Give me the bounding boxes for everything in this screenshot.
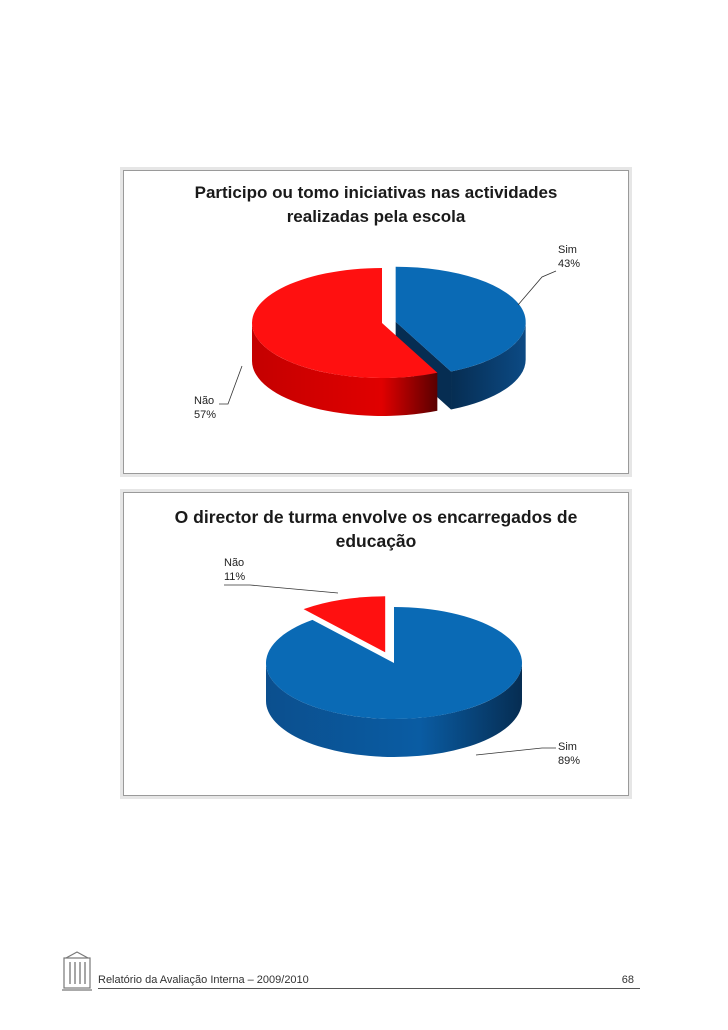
chart-title-line-2: educação	[335, 531, 417, 551]
leader-line-nao	[224, 584, 339, 594]
pie-slice-sim	[266, 607, 523, 757]
chart-title-line-1: O director de turma envolve os encarrega…	[174, 507, 578, 527]
chart-title: Participo ou tomo iniciativas nas activi…	[144, 181, 608, 229]
page-footer: Relatório da Avaliação Interna – 2009/20…	[60, 950, 640, 994]
slice-side-nao	[252, 323, 438, 416]
data-value-sim: 89%	[558, 755, 580, 767]
pie-chart-svg: Sim 89% Não 11%	[224, 557, 580, 767]
footer-report-title: Relatório da Avaliação Interna – 2009/20…	[98, 974, 309, 986]
data-label-nao: Não	[194, 395, 214, 407]
leader-line-nao	[219, 365, 243, 405]
pie-chart-svg: Sim 43% Não 57%	[194, 244, 580, 421]
data-label-sim: Sim	[558, 741, 577, 753]
data-value-nao: 57%	[194, 409, 216, 421]
slice-top-sim	[266, 607, 523, 720]
pie-slice-nao	[303, 596, 386, 653]
data-value-sim: 43%	[558, 258, 580, 270]
footer-rule	[98, 988, 640, 989]
chart-title: O director de turma envolve os encarrega…	[144, 505, 608, 553]
data-value-nao: 11%	[224, 571, 245, 583]
data-label-nao: Não	[224, 557, 244, 569]
slice-top-nao	[303, 596, 386, 653]
slice-top-sim	[395, 266, 526, 372]
pie-slice-nao	[251, 268, 438, 416]
slice-side-sim	[266, 663, 522, 757]
page-number: 68	[621, 974, 634, 986]
chart-participo: Participo ou tomo iniciativas nas activi…	[123, 170, 629, 474]
leader-line-sim	[517, 270, 557, 306]
school-logo-icon	[62, 951, 92, 991]
chart-title-line-2: realizadas pela escola	[286, 207, 466, 226]
data-label-sim: Sim	[558, 244, 577, 256]
slice-top-nao	[251, 268, 438, 378]
slice-side-sim	[451, 321, 526, 410]
chart-title-line-1: Participo ou tomo iniciativas nas activi…	[194, 183, 558, 202]
chart-director: O director de turma envolve os encarrega…	[123, 492, 629, 796]
leader-line-sim	[475, 747, 556, 756]
